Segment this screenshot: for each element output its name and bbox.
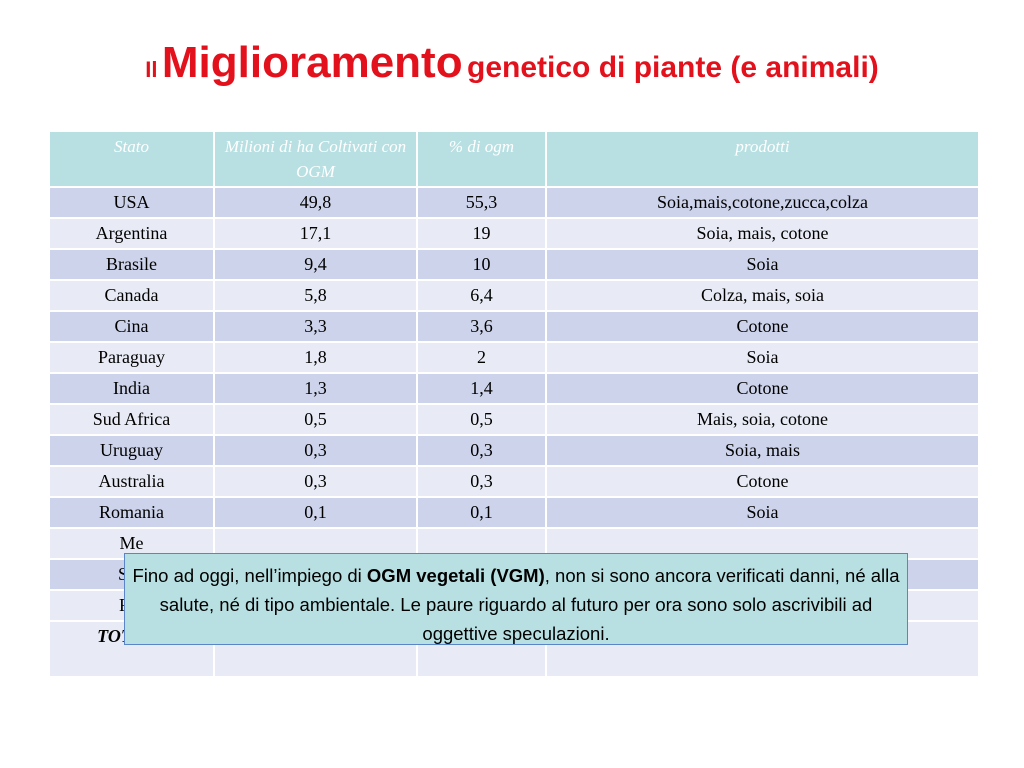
cell-prodotti: Cotone xyxy=(545,465,980,498)
cell-stato: Sud Africa xyxy=(48,403,215,436)
cell-stato: Cina xyxy=(48,310,215,343)
cell-percent-ogm: 0,5 xyxy=(416,403,547,436)
header-stato: Stato xyxy=(48,130,215,188)
cell-prodotti: Soia,mais,cotone,zucca,colza xyxy=(545,186,980,219)
note-box: Fino ad oggi, nell’impiego di OGM vegeta… xyxy=(124,553,908,645)
table-row: USA 49,8 55,3 Soia,mais,cotone,zucca,colza xyxy=(48,186,980,219)
cell-milioni-ha: 49,8 xyxy=(213,186,418,219)
cell-milioni-ha: 5,8 xyxy=(213,279,418,312)
cell-percent-ogm: 0,3 xyxy=(416,465,547,498)
header-percent-ogm: % di ogm xyxy=(416,130,547,188)
ogm-table: Stato Milioni di ha Coltivati con OGM % … xyxy=(48,130,980,678)
table-row: Sud Africa 0,5 0,5 Mais, soia, cotone xyxy=(48,403,980,436)
cell-milioni-ha: 0,5 xyxy=(213,403,418,436)
cell-milioni-ha: 0,3 xyxy=(213,465,418,498)
title-rest: genetico di piante (e animali) xyxy=(467,51,879,84)
table-body: USA 49,8 55,3 Soia,mais,cotone,zucca,colza A… xyxy=(48,186,980,622)
cell-prodotti: Cotone xyxy=(545,372,980,405)
cell-prodotti: Soia, mais xyxy=(545,434,980,467)
table-row: Canada 5,8 6,4 Colza, mais, soia xyxy=(48,279,980,312)
table-row: Me xyxy=(48,527,980,560)
note-text-after: , non si sono ancora verificati danni, n… xyxy=(159,565,900,644)
cell-percent-ogm: 55,3 xyxy=(416,186,547,219)
table-row: Paraguay 1,8 2 Soia xyxy=(48,341,980,374)
cell-percent-ogm: 1,4 xyxy=(416,372,547,405)
cell-prodotti: Colza, mais, soia xyxy=(545,279,980,312)
cell-stato: Argentina xyxy=(48,217,215,250)
header-milioni-ha: Milioni di ha Coltivati con OGM xyxy=(213,130,418,188)
table-row: Brasile 9,4 10 Soia xyxy=(48,248,980,281)
cell-prodotti: Mais, soia, cotone xyxy=(545,403,980,436)
table-row: Uruguay 0,3 0,3 Soia, mais xyxy=(48,434,980,467)
note-text-before: Fino ad oggi, nell’impiego di xyxy=(132,565,367,586)
cell-prodotti: Soia xyxy=(545,496,980,529)
cell-stato: Paraguay xyxy=(48,341,215,374)
cell-stato: Uruguay xyxy=(48,434,215,467)
table-row: Cina 3,3 3,6 Cotone xyxy=(48,310,980,343)
cell-stato: Romania xyxy=(48,496,215,529)
header-prodotti: prodotti xyxy=(545,130,980,188)
table-row: Argentina 17,1 19 Soia, mais, cotone xyxy=(48,217,980,250)
cell-stato: Brasile xyxy=(48,248,215,281)
cell-milioni-ha: 17,1 xyxy=(213,217,418,250)
cell-stato: USA xyxy=(48,186,215,219)
table-row: Romania 0,1 0,1 Soia xyxy=(48,496,980,529)
cell-stato: Canada xyxy=(48,279,215,312)
cell-percent-ogm: 6,4 xyxy=(416,279,547,312)
cell-stato: Australia xyxy=(48,465,215,498)
cell-prodotti: Soia, mais, cotone xyxy=(545,217,980,250)
cell-percent-ogm: 19 xyxy=(416,217,547,250)
note-text-bold: OGM vegetali (VGM) xyxy=(366,565,545,586)
cell-prodotti: Soia xyxy=(545,248,980,281)
cell-milioni-ha: 3,3 xyxy=(213,310,418,343)
title-prefix: Il xyxy=(145,57,158,82)
cell-milioni-ha: 1,8 xyxy=(213,341,418,374)
title-main: Miglioramento xyxy=(161,38,463,87)
table-header-row: Stato Milioni di ha Coltivati con OGM % … xyxy=(48,130,980,188)
cell-percent-ogm: 3,6 xyxy=(416,310,547,343)
cell-prodotti: Cotone xyxy=(545,310,980,343)
cell-percent-ogm: 0,3 xyxy=(416,434,547,467)
cell-percent-ogm: 0,1 xyxy=(416,496,547,529)
cell-percent-ogm: 2 xyxy=(416,341,547,374)
cell-stato: India xyxy=(48,372,215,405)
cell-percent-ogm: 10 xyxy=(416,248,547,281)
cell-milioni-ha: 9,4 xyxy=(213,248,418,281)
table-row: Australia 0,3 0,3 Cotone xyxy=(48,465,980,498)
cell-milioni-ha: 0,3 xyxy=(213,434,418,467)
slide-title: Il Miglioramento genetico di piante (e a… xyxy=(0,38,1024,88)
cell-prodotti: Soia xyxy=(545,341,980,374)
cell-milioni-ha: 0,1 xyxy=(213,496,418,529)
cell-milioni-ha: 1,3 xyxy=(213,372,418,405)
table-row: India 1,3 1,4 Cotone xyxy=(48,372,980,405)
